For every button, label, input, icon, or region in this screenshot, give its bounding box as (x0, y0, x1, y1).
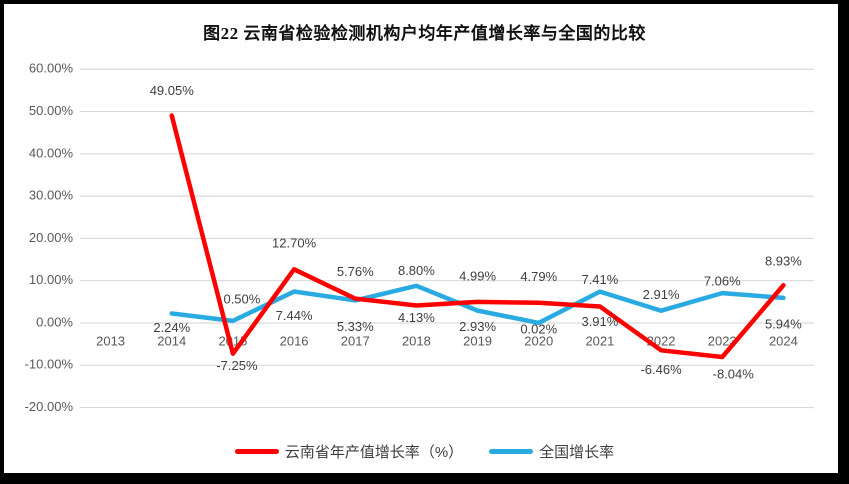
data-label-yunnan: 4.13% (398, 310, 435, 325)
chart-title: 图22 云南省检验检测机构户均年产值增长率与全国的比较 (203, 24, 646, 43)
yunnan-series-line-icon (234, 449, 279, 454)
y-axis-tick-label: 0.00% (36, 314, 73, 329)
y-axis-tick-label: 40.00% (29, 145, 74, 160)
series-line-yunnan (169, 113, 786, 360)
legend-item-national: 全国增长率 (489, 441, 614, 462)
x-axis-tick-label: 2021 (585, 333, 614, 348)
x-axis-tick-label: 2020 (524, 333, 553, 348)
y-axis-tick-label: 30.00% (29, 188, 74, 203)
series-line-national (169, 283, 786, 326)
legend-item-yunnan: 云南省年产值增长率（%） (234, 441, 464, 462)
national-series-line-icon (489, 449, 534, 454)
y-axis-tick-label: -10.00% (25, 357, 74, 372)
data-label-yunnan: 4.79% (520, 269, 557, 284)
x-axis-tick-label: 2013 (96, 333, 125, 348)
frame-border-top (0, 0, 849, 4)
data-label-national: 0.50% (223, 291, 260, 306)
data-label-yunnan: 4.99% (459, 268, 496, 283)
x-axis-tick-label: 2014 (157, 333, 186, 348)
x-axis-tick-label: 2024 (769, 333, 798, 348)
data-label-yunnan: 8.93% (765, 254, 802, 269)
data-label-national: 5.94% (765, 316, 802, 331)
y-axis-tick-label: 60.00% (29, 61, 74, 76)
y-axis-tick-label: 50.00% (29, 103, 74, 118)
frame-border-bottom (0, 473, 849, 484)
y-axis-tick-label: -20.00% (25, 399, 74, 414)
data-label-national: 2.93% (459, 319, 496, 334)
legend-label-yunnan: 云南省年产值增长率（%） (284, 444, 464, 461)
data-label-yunnan: -7.25% (216, 358, 258, 373)
frame-border-right (838, 0, 849, 484)
chart-legend: 云南省年产值增长率（%） 全国增长率 (0, 441, 849, 462)
data-label-yunnan: -6.46% (640, 362, 682, 377)
x-axis-tick-label: 2023 (708, 333, 737, 348)
y-axis-tick-label: 10.00% (29, 272, 74, 287)
data-label-yunnan: 5.76% (337, 264, 374, 279)
data-label-national: 7.06% (704, 274, 741, 289)
data-label-national: 2.91% (643, 287, 680, 302)
x-axis-tick-label: 2018 (402, 333, 431, 348)
data-label-national: 2.24% (153, 320, 190, 335)
data-label-national: 7.44% (276, 308, 313, 323)
data-label-yunnan: -8.04% (713, 366, 755, 381)
data-label-yunnan: 3.91% (581, 314, 618, 329)
data-label-yunnan: 12.70% (272, 236, 317, 251)
data-label-national: 5.33% (337, 319, 374, 334)
frame-border-left (0, 0, 4, 484)
data-label-national: 7.41% (581, 272, 618, 287)
data-label-national: 0.02% (520, 321, 557, 336)
data-label-national: 8.80% (398, 263, 435, 278)
y-axis-tick-label: 20.00% (29, 230, 74, 245)
x-axis-tick-label: 2017 (341, 333, 370, 348)
legend-label-national: 全国增长率 (539, 444, 615, 461)
x-axis-tick-label: 2016 (280, 333, 309, 348)
x-axis-tick-label: 2019 (463, 333, 492, 348)
data-label-yunnan: 49.05% (150, 83, 195, 98)
